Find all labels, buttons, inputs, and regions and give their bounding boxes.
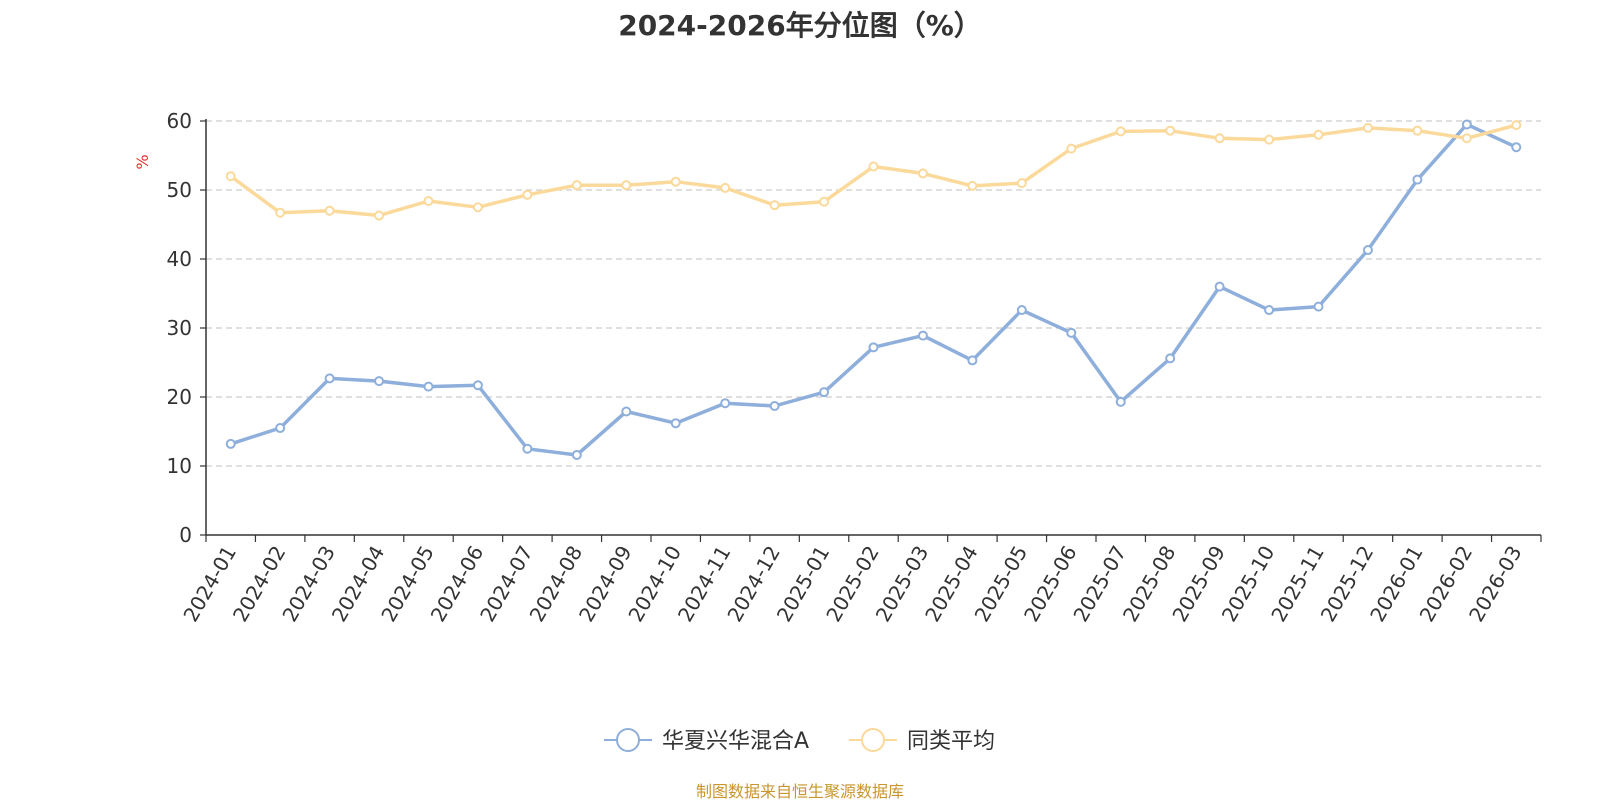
data-point [670,418,681,429]
data-point [917,330,928,341]
data-point [1066,143,1077,154]
y-tick-label: 30 [167,316,192,340]
data-point [374,210,385,221]
legend-label: 华夏兴华混合A [662,729,809,754]
data-point [1264,305,1275,316]
data-point [967,180,978,191]
data-point [1115,126,1126,137]
data-point [1461,119,1472,130]
data-point [423,381,434,392]
data-point [1511,142,1522,153]
data-point [374,376,385,387]
data-point [1313,129,1324,140]
data-point [1511,120,1522,131]
data-point [324,205,335,216]
y-tick-label: 20 [167,385,192,409]
data-point [1362,245,1373,256]
chart-title: 2024-2026年分位图（%） [618,9,982,42]
data-point [571,449,582,460]
data-point [1165,353,1176,364]
data-point [1016,305,1027,316]
data-point [225,171,236,182]
data-point [522,443,533,454]
y-tick-label: 10 [167,454,192,478]
y-tick-label: 50 [167,178,192,202]
data-point [868,161,879,172]
data-point [819,387,830,398]
legend-marker [616,728,640,752]
data-point [1264,134,1275,145]
data-point [1165,125,1176,136]
data-point [819,196,830,207]
source-note: 制图数据来自恒生聚源数据库 [695,782,904,801]
data-point [522,189,533,200]
data-point [670,176,681,187]
data-point [1066,327,1077,338]
y-tick-label: 60 [167,109,192,133]
data-point [868,342,879,353]
data-point [1461,133,1472,144]
data-point [1362,122,1373,133]
data-point [275,207,286,218]
data-point [423,196,434,207]
series-line-1 [228,122,1519,457]
legend-label: 同类平均 [907,729,995,754]
data-point [472,202,483,213]
data-point [917,168,928,179]
data-point [720,398,731,409]
data-point [472,380,483,391]
data-point [1214,281,1225,292]
y-tick-label: 0 [179,523,192,547]
data-point [571,180,582,191]
data-point [1214,133,1225,144]
data-point [967,355,978,366]
data-point [1115,396,1126,407]
data-point [275,423,286,434]
data-point [769,400,780,411]
data-point [621,406,632,417]
data-point [720,182,731,193]
data-point [225,438,236,449]
data-point [1313,301,1324,312]
y-axis-label: % [133,154,152,169]
data-point [621,180,632,191]
data-point [324,373,335,384]
data-point [1412,125,1423,136]
data-point [1016,178,1027,189]
data-point [1412,174,1423,185]
y-tick-label: 40 [167,247,192,271]
legend-marker [861,728,885,752]
data-point [769,200,780,211]
